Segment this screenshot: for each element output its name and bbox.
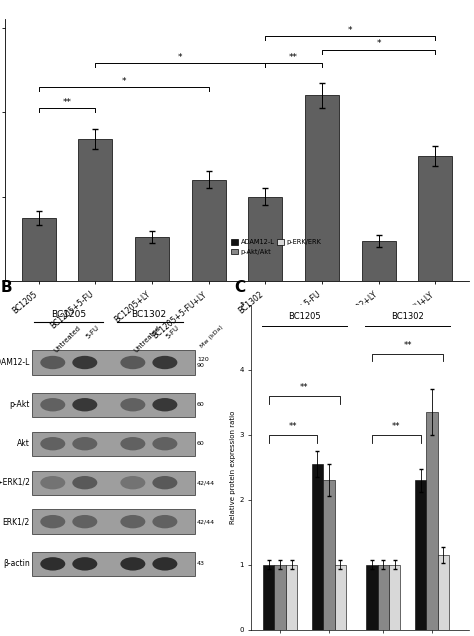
Text: p-Akt: p-Akt [9,400,30,409]
Ellipse shape [73,398,97,411]
Text: BC1302: BC1302 [131,310,166,319]
Bar [135,237,169,281]
Text: ADAM12-L: ADAM12-L [0,358,30,367]
Text: Untreated: Untreated [53,324,82,354]
Text: **: ** [392,422,401,431]
Text: **: ** [63,98,72,107]
Bar [32,432,195,456]
Bar [335,565,346,630]
Text: BC1205: BC1205 [51,310,86,319]
Text: 42/44: 42/44 [197,480,215,485]
Ellipse shape [73,515,97,529]
Bar [415,480,426,630]
Text: BC1302: BC1302 [391,312,424,321]
Text: C: C [234,280,245,295]
Y-axis label: Relative protein expression ratio: Relative protein expression ratio [230,411,237,524]
Bar [32,551,195,576]
Text: 120
90: 120 90 [197,357,209,368]
Text: 42/44: 42/44 [197,519,215,524]
Ellipse shape [120,476,146,489]
Ellipse shape [73,476,97,489]
Ellipse shape [152,398,177,411]
Text: *: * [121,76,126,85]
Text: 60: 60 [197,402,205,407]
Ellipse shape [40,437,65,450]
Text: **: ** [403,341,412,350]
Text: **: ** [300,383,309,392]
Text: ERK1/2: ERK1/2 [3,517,30,526]
Bar [286,565,297,630]
Ellipse shape [120,398,146,411]
Ellipse shape [152,437,177,450]
Text: p-ERK1/2: p-ERK1/2 [0,478,30,487]
Text: 60: 60 [197,441,205,446]
Ellipse shape [152,557,177,570]
Text: 5-FU: 5-FU [85,324,100,340]
Bar [418,156,452,281]
Bar [362,241,396,281]
Ellipse shape [40,476,65,489]
Ellipse shape [73,356,97,370]
Text: *: * [348,25,353,35]
Text: β-actin: β-actin [3,560,30,569]
Text: Untreated: Untreated [133,324,162,354]
Bar [377,565,389,630]
Bar [389,565,401,630]
Ellipse shape [73,557,97,570]
Bar [22,218,56,281]
Bar [274,565,286,630]
Ellipse shape [120,356,146,370]
Bar [78,139,112,281]
Bar [32,350,195,375]
Text: 43: 43 [197,562,205,567]
Text: **: ** [289,422,297,431]
Ellipse shape [40,557,65,570]
Bar [248,197,283,281]
Legend: ADAM12-L, p-Akt/Akt, p-ERK/ERK: ADAM12-L, p-Akt/Akt, p-ERK/ERK [228,237,324,258]
Bar [32,392,195,417]
Bar [366,565,377,630]
Text: Akt: Akt [17,439,30,448]
Bar [263,565,274,630]
Text: **: ** [289,53,298,62]
Bar [305,95,339,281]
Ellipse shape [120,437,146,450]
Text: 5-FU: 5-FU [165,324,181,340]
Ellipse shape [40,356,65,370]
Ellipse shape [120,515,146,529]
Text: *: * [178,53,182,62]
Ellipse shape [40,515,65,529]
Text: BC1205: BC1205 [288,312,321,321]
Text: *: * [376,39,381,48]
Bar [32,509,195,534]
Text: Mw (kDa): Mw (kDa) [199,324,224,349]
Text: B: B [0,280,12,295]
Bar [438,555,449,630]
Ellipse shape [152,356,177,370]
Bar [32,471,195,495]
Ellipse shape [40,398,65,411]
Bar [323,480,335,630]
Ellipse shape [120,557,146,570]
Bar [311,464,323,630]
Bar [426,412,438,630]
Bar [191,180,226,281]
Ellipse shape [152,476,177,489]
Ellipse shape [152,515,177,529]
Ellipse shape [73,437,97,450]
